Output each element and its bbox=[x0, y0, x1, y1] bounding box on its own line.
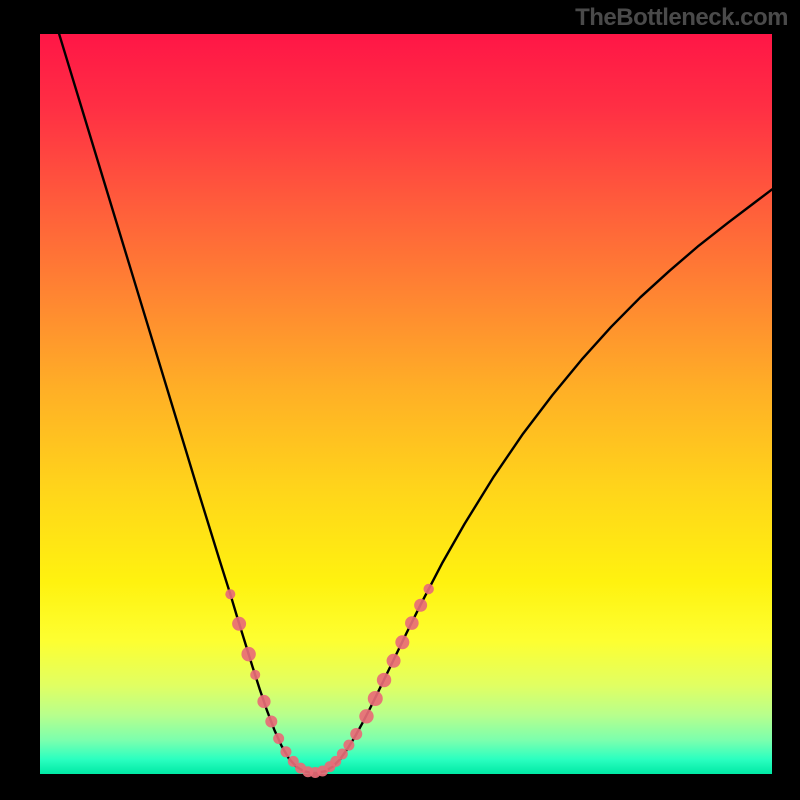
curve-layer bbox=[40, 34, 772, 774]
scatter-point bbox=[368, 691, 383, 706]
scatter-point bbox=[423, 584, 433, 594]
scatter-point bbox=[265, 715, 277, 727]
watermark-text: TheBottleneck.com bbox=[575, 4, 788, 32]
scatter-point bbox=[280, 746, 291, 757]
scatter-point bbox=[273, 733, 284, 744]
scatter-point bbox=[359, 709, 373, 723]
scatter-point bbox=[395, 635, 409, 649]
chart-container: TheBottleneck.com bbox=[0, 0, 800, 800]
scatter-point bbox=[343, 740, 354, 751]
scatter-point bbox=[257, 695, 270, 708]
scatter-point bbox=[250, 670, 260, 680]
plot-area bbox=[40, 34, 772, 774]
scatter-point bbox=[225, 589, 235, 599]
scatter-point bbox=[232, 617, 246, 631]
scatter-point bbox=[337, 749, 348, 760]
scatter-point bbox=[405, 616, 419, 630]
bottleneck-curve bbox=[40, 0, 772, 773]
scatter-point bbox=[241, 647, 255, 661]
scatter-point bbox=[414, 599, 427, 612]
scatter-point bbox=[350, 728, 362, 740]
scatter-point bbox=[387, 654, 401, 668]
scatter-point bbox=[377, 673, 391, 687]
